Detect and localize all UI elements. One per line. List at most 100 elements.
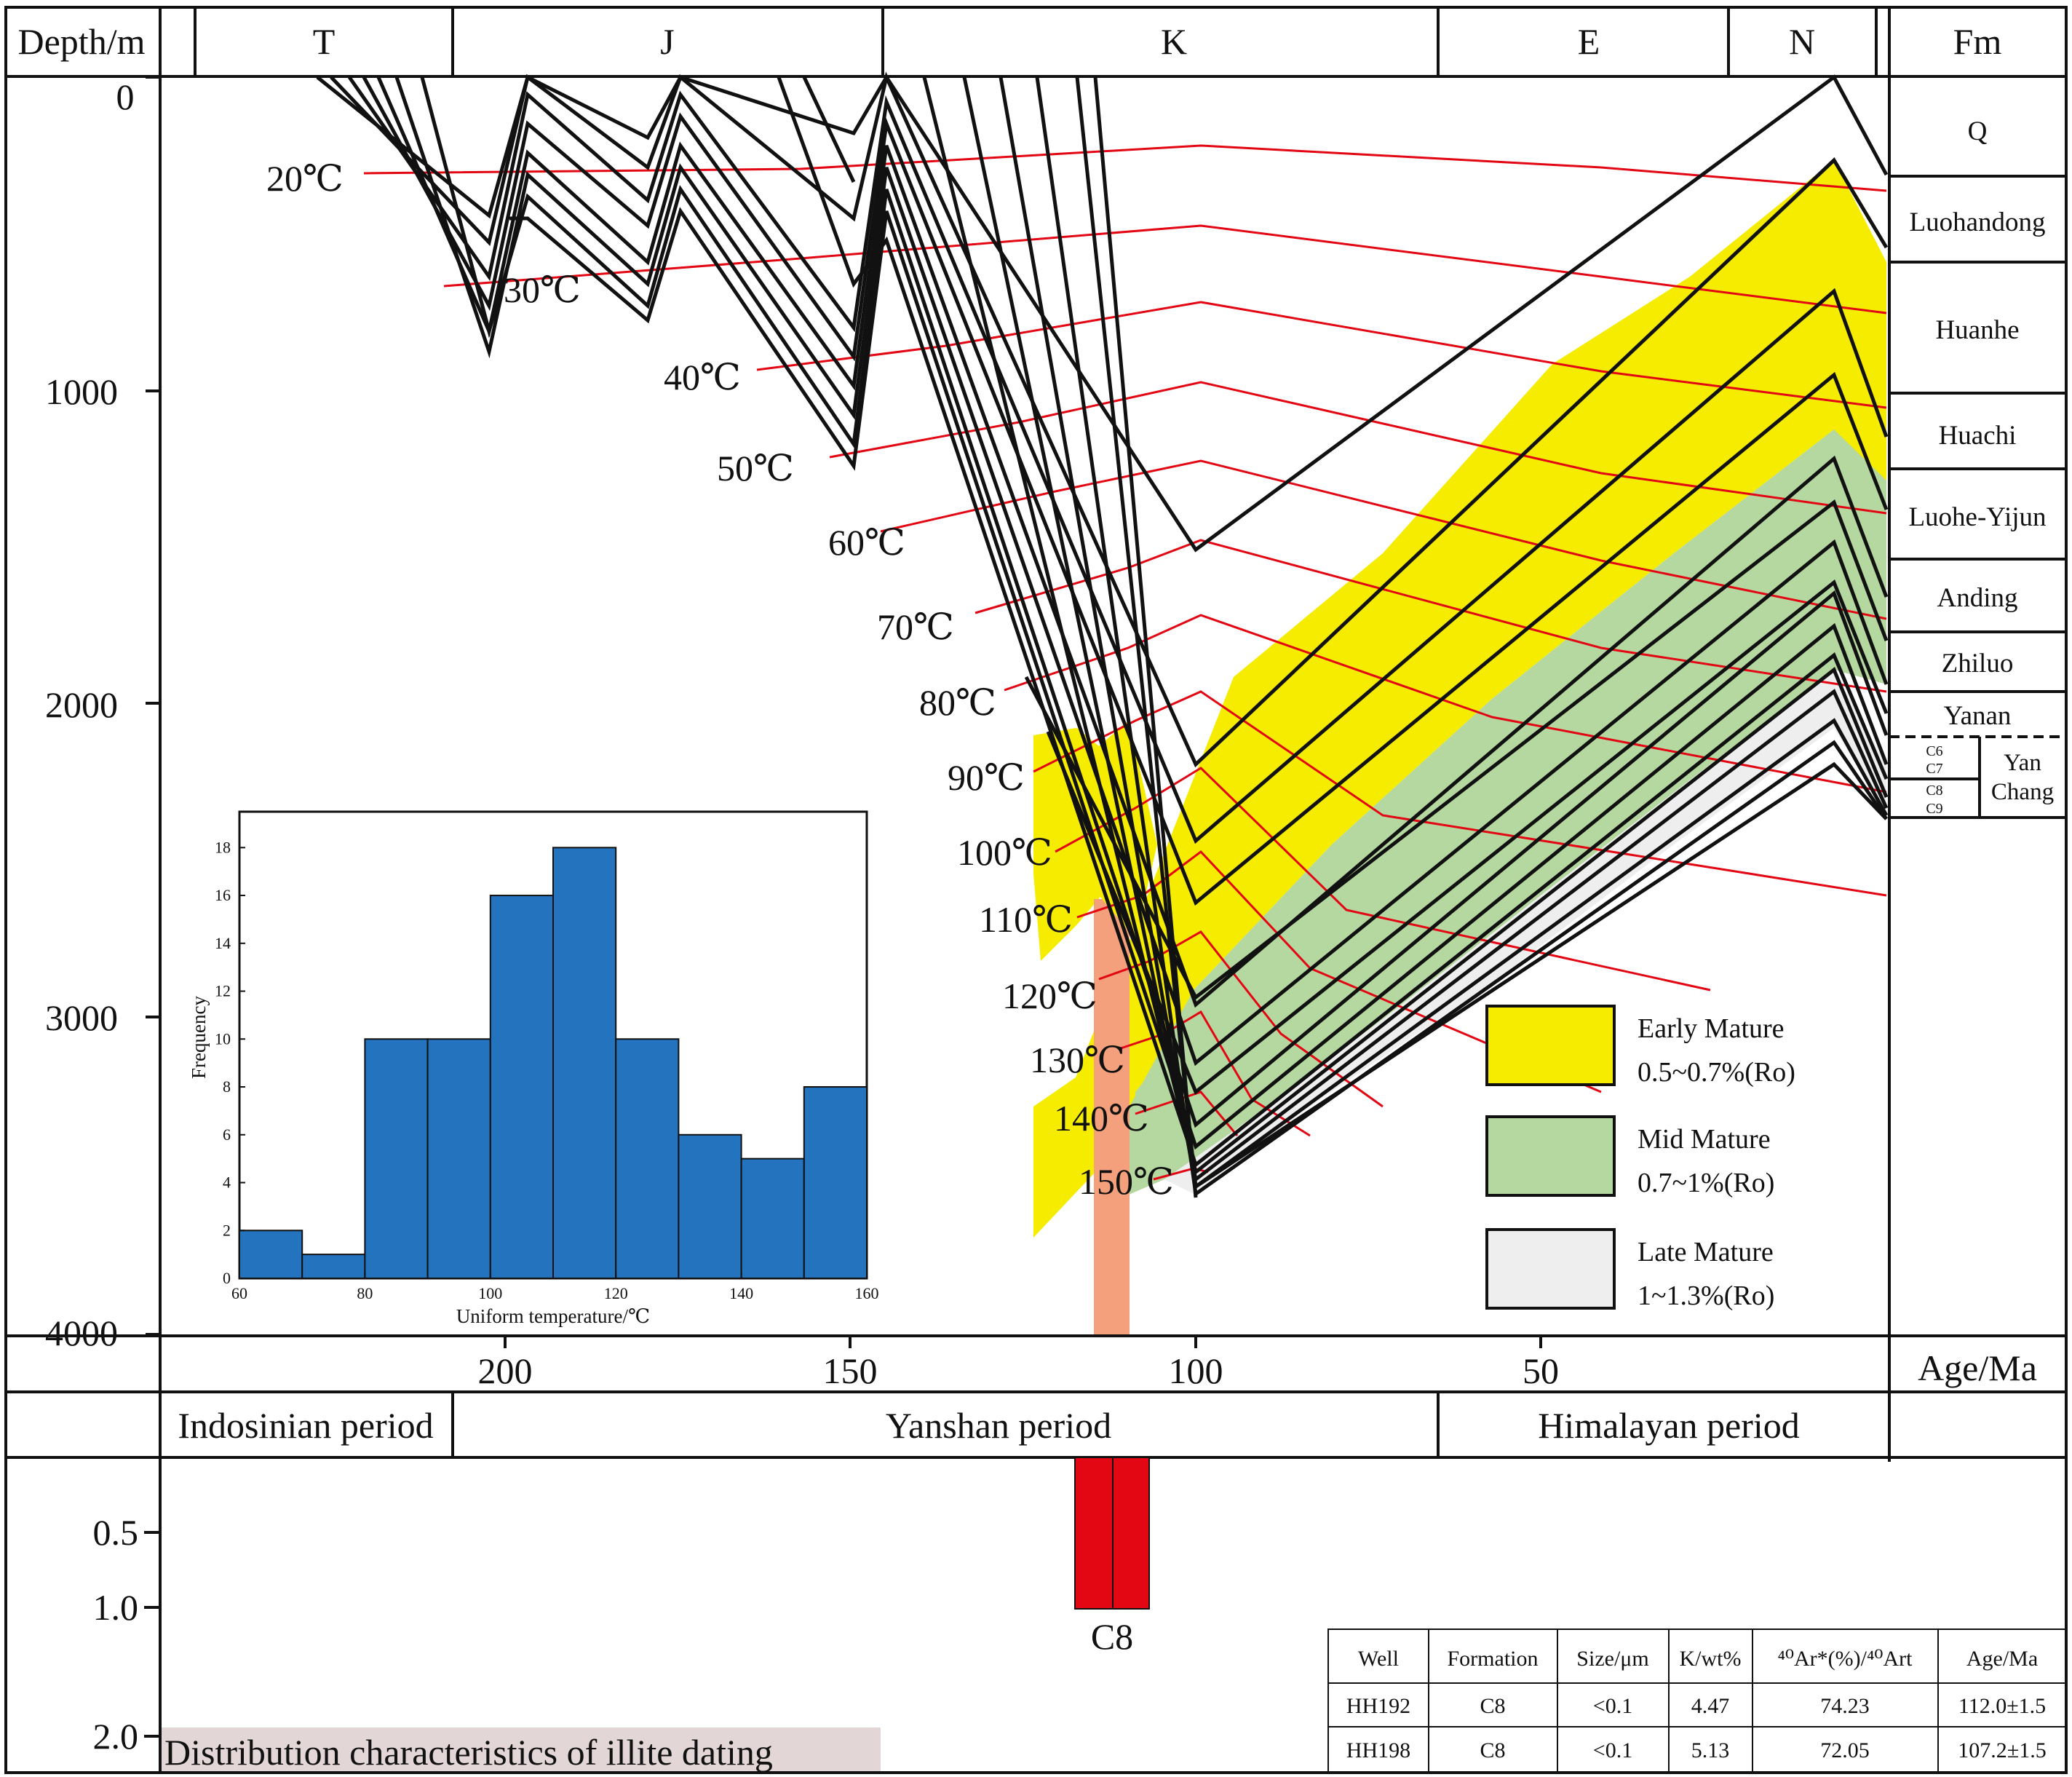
- histogram-xlabel: Uniform temperature/℃: [456, 1305, 650, 1327]
- illite-age-band: [1094, 899, 1130, 1336]
- tectonic-periods: Indosinian period Yanshan period Himalay…: [178, 1405, 1799, 1446]
- period-e: E: [1578, 21, 1600, 62]
- burial-curve: [1075, 76, 1888, 1190]
- dating-tick-label: 1.0: [93, 1587, 139, 1628]
- table-cell: C8: [1480, 1738, 1505, 1762]
- period-t: T: [313, 21, 336, 62]
- legend-swatch-late: [1485, 1228, 1616, 1310]
- burial-curve: [962, 76, 1889, 1183]
- table-cell: <0.1: [1593, 1738, 1632, 1762]
- isotherm-140: [1135, 1091, 1239, 1136]
- depth-label: 0: [116, 76, 135, 117]
- isotherm-label: 20℃: [266, 158, 344, 199]
- histogram-ytick-label: 16: [215, 886, 231, 904]
- depth-axis: 0 1000 2000 3000 4000: [45, 76, 135, 1353]
- period-k: K: [1161, 21, 1187, 62]
- histogram-ylabel: Frequency: [188, 996, 210, 1079]
- age-axis-title: Age/Ma: [1918, 1347, 2037, 1388]
- histogram-bar: [489, 895, 554, 1279]
- fm-yan: Yan: [2004, 750, 2041, 776]
- dating-tick-label: 0.5: [93, 1512, 139, 1553]
- period-j: J: [660, 21, 674, 62]
- legend-early-range: 0.5~0.7%(Ro): [1638, 1057, 1795, 1088]
- table-cell: 107.2±1.5: [1958, 1738, 2046, 1762]
- fm-header: Fm: [1953, 21, 2002, 62]
- histogram-ytick-label: 8: [223, 1077, 231, 1096]
- burial-curve: [376, 76, 1889, 1008]
- legend-late-name: Late Mature: [1638, 1237, 1774, 1267]
- table-cell: C8: [1480, 1694, 1505, 1718]
- isotherm-label: 70℃: [877, 606, 954, 647]
- isotherm-label: 130℃: [1030, 1040, 1125, 1080]
- late-mature-zone: [1164, 670, 1886, 1194]
- fm-luohe-yijun: Luohe-Yijun: [1908, 502, 2046, 532]
- isotherm-label: 60℃: [828, 522, 905, 563]
- depth-label: 3000: [45, 997, 118, 1038]
- histogram-ytick-label: 6: [223, 1125, 231, 1144]
- legend-mid-range: 0.7~1%(Ro): [1638, 1168, 1774, 1198]
- burial-curve: [802, 76, 856, 183]
- histogram-bar: [740, 1157, 805, 1279]
- isotherm-60: [880, 459, 1887, 620]
- formation-column-lines: [1889, 175, 2066, 819]
- depth-label: 1000: [45, 371, 118, 412]
- outer-border: [4, 6, 2068, 1774]
- table-header: ⁴⁰Ar*(%)/⁴⁰Art: [1778, 1647, 1913, 1671]
- histogram-ytick-label: 18: [215, 838, 231, 856]
- isotherm-label: 100℃: [957, 832, 1052, 873]
- period-n: N: [1789, 21, 1815, 62]
- histogram-xtick-label: 160: [855, 1284, 879, 1302]
- legend-swatch-mid: [1485, 1115, 1616, 1197]
- age-label: 50: [1523, 1350, 1559, 1391]
- illite-bar-1: [1074, 1457, 1114, 1610]
- isotherm-40: [756, 301, 1887, 409]
- table-header: Well: [1358, 1647, 1399, 1671]
- isotherm-label: 30℃: [504, 269, 581, 310]
- histogram-bar: [803, 1086, 868, 1279]
- histogram-bar: [678, 1133, 742, 1280]
- tectonic-himalayan: Himalayan period: [1538, 1405, 1800, 1446]
- isotherm-label: 140℃: [1054, 1098, 1149, 1139]
- histogram-ytick-label: 4: [223, 1174, 231, 1192]
- burial-curve: [922, 76, 1889, 1176]
- table-cell: 74.23: [1820, 1694, 1870, 1718]
- burial-curve: [999, 76, 1889, 1190]
- formation-column: Q Luohandong Huanhe Huachi Luohe-Yijun A…: [1908, 116, 2054, 817]
- tectonic-yanshan: Yanshan period: [886, 1405, 1111, 1446]
- burial-curves: [316, 71, 1889, 1198]
- fm-chang: Chang: [1991, 779, 2054, 805]
- dating-title: Distribution characteristics of illite d…: [164, 1732, 773, 1773]
- fm-zhiluo: Zhiluo: [1942, 649, 2014, 678]
- histogram-ytick-label: 10: [215, 1029, 231, 1048]
- histogram-ytick-label: 12: [215, 982, 231, 1000]
- fm-huanhe: Huanhe: [1935, 315, 2019, 345]
- depth-header: Depth/m: [18, 21, 146, 62]
- table-frame: [1327, 1628, 2067, 1773]
- histogram-xtick-label: 80: [357, 1284, 373, 1302]
- isotherm-label: 40℃: [664, 357, 741, 397]
- fm-c6: C6: [1926, 743, 1942, 759]
- legend-early-name: Early Mature: [1638, 1013, 1785, 1044]
- histogram-xtick-label: 60: [231, 1284, 247, 1302]
- dating-tick-label: 2.0: [93, 1716, 139, 1757]
- legend-swatch-early: [1485, 1005, 1616, 1086]
- fm-anding: Anding: [1937, 583, 2018, 613]
- fm-c8: C8: [1926, 783, 1942, 799]
- burial-curve: [316, 74, 1889, 553]
- fm-huachi: Huachi: [1939, 421, 2017, 451]
- illite-bar-label: C8: [1091, 1616, 1133, 1657]
- burial-curve: [420, 76, 1889, 1128]
- age-label: 100: [1169, 1350, 1223, 1391]
- burial-curve: [509, 207, 1889, 1150]
- temperature-histogram: 60 80 100 120 140 160 0 2 4 6 8 10 12 14 16 18 Uniform …: [188, 810, 879, 1327]
- age-label: 150: [823, 1350, 878, 1391]
- histogram-ytick-label: 14: [215, 934, 231, 952]
- isotherm-label: 50℃: [717, 448, 794, 488]
- table-cell: HH192: [1346, 1694, 1410, 1718]
- table-header: K/wt%: [1680, 1647, 1742, 1671]
- illite-age-table: Well Formation Size/μm K/wt% ⁴⁰Ar*(%)/⁴⁰…: [1327, 1628, 2067, 1773]
- isotherm-labels: 20℃ 30℃ 40℃ 50℃ 60℃ 70℃ 80℃ 90℃ 100℃ 110…: [266, 158, 1174, 1202]
- isotherm-label: 80℃: [919, 682, 996, 723]
- table-header: Formation: [1448, 1647, 1539, 1671]
